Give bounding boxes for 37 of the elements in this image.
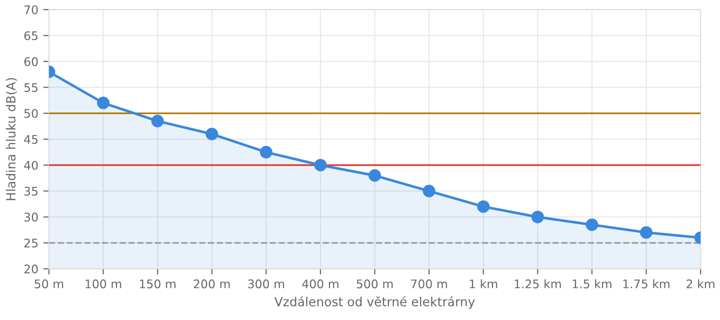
y-tick-label: 35	[24, 186, 38, 196]
point	[206, 128, 218, 140]
y-tick-label: 60	[24, 57, 38, 66]
y-tick-label: 30	[24, 212, 38, 222]
y-tick-label: 20	[24, 264, 38, 274]
point	[260, 146, 272, 158]
x-tick-label: 2 km	[686, 279, 714, 288]
point	[422, 184, 436, 198]
y-tick-label: 40	[24, 160, 38, 170]
point	[368, 169, 382, 182]
x-tick-label: 50 m	[34, 279, 64, 288]
y-axis-title: Hladina hluku dB(A)	[6, 78, 18, 200]
point	[531, 210, 544, 224]
x-tick-label: 1.5 km	[572, 279, 612, 288]
y-tick-label: 25	[24, 238, 38, 248]
x-tick-label: 700 m	[411, 279, 447, 288]
point	[314, 158, 327, 172]
y-tick-label: 70	[24, 5, 38, 14]
x-tick-label: 1 km	[470, 279, 498, 288]
x-axis-title: Vzdálenost od větrné elektrárny	[274, 296, 475, 309]
point	[640, 226, 653, 239]
x-tick-label: 200 m	[194, 279, 230, 288]
x-tick-label: 100 m	[86, 279, 122, 288]
y-tick-label: 65	[24, 31, 38, 40]
y-tick-label: 50	[24, 109, 38, 118]
point	[477, 200, 490, 213]
x-tick-label: 400 m	[302, 279, 338, 288]
point	[97, 96, 110, 110]
x-tick-label: 500 m	[356, 279, 393, 288]
x-tick-label: 150 m	[140, 279, 176, 288]
x-tick-label: 1.75 km	[623, 279, 670, 288]
x-tick-label: 1.25 km	[514, 279, 561, 288]
point	[151, 114, 164, 128]
y-tick-label: 55	[24, 83, 38, 92]
y-tick-label: 45	[24, 135, 38, 144]
point	[586, 218, 598, 231]
x-tick-label: 300 m	[248, 279, 284, 288]
